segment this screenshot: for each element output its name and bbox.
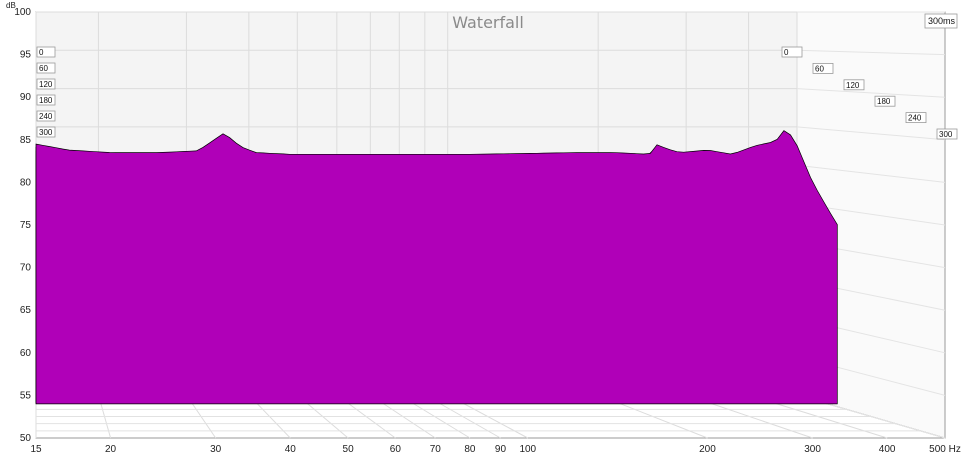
time-axis-label-left: 0 <box>39 48 44 57</box>
time-axis-label-left: 240 <box>39 112 53 121</box>
x-axis: 15 20 30 40 50 60 70 80 90 100 200 300 400 500 Hz <box>30 444 960 455</box>
y-tick-label: 95 <box>20 50 32 61</box>
time-label-box <box>936 128 958 140</box>
x-tick-label: 500 Hz <box>929 444 961 455</box>
time-label-box <box>36 110 56 122</box>
time-label-box <box>36 94 56 106</box>
grid-line-side <box>796 88 946 98</box>
x-tick-label: 400 <box>879 444 896 455</box>
x-tick-label: 70 <box>430 444 442 455</box>
time-label-box <box>36 78 56 90</box>
time-axis-label-right: 60 <box>815 64 824 73</box>
time-axis-label-right: 0 <box>784 48 789 57</box>
time-axis: 0 0 60 60 120 120 180 180 240 240 300 300 300ms <box>36 13 958 140</box>
y-tick-label: 80 <box>20 177 32 188</box>
x-tick-label: 15 <box>30 444 42 455</box>
x-tick-label: 90 <box>495 444 507 455</box>
waterfall-slice <box>35 130 838 405</box>
x-tick-label: 50 <box>343 444 355 455</box>
time-label-box <box>36 126 56 138</box>
y-tick-label: 55 <box>20 390 32 401</box>
x-tick-label: 300 <box>804 444 821 455</box>
time-label-box <box>36 62 56 74</box>
y-axis-unit-label: dB <box>6 1 16 10</box>
time-label-box <box>36 46 56 58</box>
y-tick-label: 75 <box>20 220 32 231</box>
x-tick-label: 60 <box>390 444 402 455</box>
y-tick-label: 65 <box>20 305 32 316</box>
x-tick-label: 100 <box>519 444 536 455</box>
time-end-box <box>924 13 958 29</box>
x-tick-label: 40 <box>285 444 297 455</box>
time-axis-end-label: 300ms <box>928 16 956 26</box>
y-tick-label: 85 <box>20 135 32 146</box>
y-tick-label: 100 <box>14 7 31 18</box>
x-tick-label: 80 <box>464 444 476 455</box>
time-axis-label-right: 180 <box>877 97 891 106</box>
time-axis-label-left: 300 <box>39 128 53 137</box>
chart-title: Waterfall <box>452 13 524 32</box>
x-tick-label: 30 <box>210 444 222 455</box>
time-axis-label-left: 60 <box>39 64 48 73</box>
time-axis-label-left: 120 <box>39 80 53 89</box>
time-label-box <box>874 95 896 107</box>
time-axis-label-left: 180 <box>39 96 53 105</box>
y-tick-label: 90 <box>20 92 32 103</box>
grid-line-side <box>796 126 946 141</box>
time-label-box <box>905 112 927 123</box>
x-tick-label: 200 <box>699 444 716 455</box>
time-label-box <box>843 79 865 91</box>
time-label-box <box>812 63 834 74</box>
waterfall-slices <box>35 130 838 405</box>
y-tick-label: 60 <box>20 348 32 359</box>
time-axis-label-right: 240 <box>908 114 922 123</box>
grid-line-side <box>796 164 946 183</box>
y-axis: 50 55 60 65 70 75 80 85 90 95 100 <box>14 7 31 444</box>
y-tick-label: 70 <box>20 263 32 274</box>
grid-line-side <box>796 49 946 56</box>
y-tick-label: 50 <box>20 433 32 444</box>
x-tick-label: 20 <box>105 444 117 455</box>
time-axis-label-right: 300 <box>939 130 953 139</box>
time-axis-label-right: 120 <box>846 81 860 90</box>
time-label-box <box>781 46 803 58</box>
